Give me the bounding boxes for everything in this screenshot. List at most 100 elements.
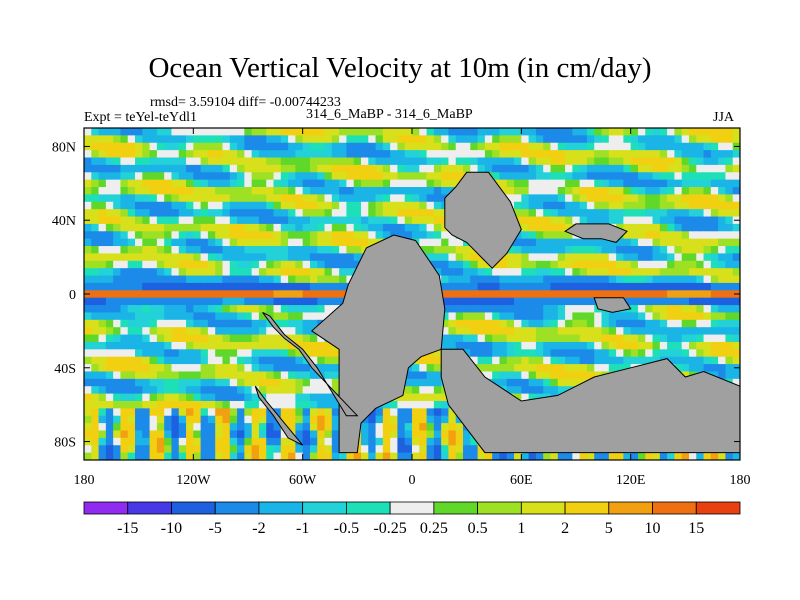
field-cell bbox=[237, 378, 245, 387]
field-cell bbox=[91, 415, 100, 424]
field-cell bbox=[703, 223, 712, 232]
field-cell bbox=[506, 290, 515, 299]
field-cell bbox=[324, 393, 333, 402]
field-cell bbox=[156, 423, 165, 432]
field-cell bbox=[725, 253, 734, 262]
field-cell bbox=[586, 268, 595, 277]
colorbar-swatch bbox=[345, 501, 391, 515]
field-cell bbox=[222, 172, 231, 181]
field-cell bbox=[222, 319, 231, 328]
field-cell bbox=[273, 305, 282, 314]
field-cell bbox=[120, 312, 129, 321]
field-cell bbox=[339, 246, 347, 255]
field-cell bbox=[258, 386, 267, 395]
field-cell bbox=[412, 194, 420, 203]
field-cell bbox=[419, 452, 428, 460]
field-cell bbox=[492, 327, 501, 336]
field-cell bbox=[703, 275, 712, 284]
field-cell bbox=[273, 378, 282, 387]
field-cell bbox=[135, 179, 143, 188]
field-cell bbox=[703, 253, 712, 262]
field-cell bbox=[346, 194, 355, 203]
field-cell bbox=[295, 312, 304, 321]
field-cell bbox=[382, 216, 391, 225]
field-cell bbox=[186, 275, 194, 284]
field-cell bbox=[455, 157, 464, 166]
field-cell bbox=[448, 150, 457, 159]
field-cell bbox=[295, 150, 304, 159]
field-cell bbox=[266, 400, 275, 409]
field-cell bbox=[565, 268, 573, 277]
field-cell bbox=[346, 238, 355, 247]
field-cell bbox=[339, 231, 347, 240]
field-cell bbox=[186, 386, 194, 395]
field-cell bbox=[637, 231, 646, 240]
field-cell bbox=[251, 253, 260, 262]
field-cell bbox=[164, 223, 173, 232]
field-cell bbox=[142, 128, 151, 136]
field-cell bbox=[164, 275, 173, 284]
field-cell bbox=[616, 327, 624, 336]
field-cell bbox=[295, 356, 304, 365]
field-cell bbox=[302, 164, 311, 173]
field-cell bbox=[229, 253, 238, 262]
field-cell bbox=[113, 371, 122, 380]
field-cell bbox=[616, 312, 624, 321]
field-cell bbox=[521, 349, 530, 358]
field-cell bbox=[725, 356, 734, 365]
field-cell bbox=[608, 128, 617, 136]
field-cell bbox=[572, 164, 581, 173]
field-cell bbox=[91, 275, 100, 284]
field-cell bbox=[302, 290, 311, 299]
field-cell bbox=[193, 209, 202, 218]
field-cell bbox=[652, 341, 661, 350]
field-cell bbox=[521, 194, 530, 203]
field-cell bbox=[623, 216, 632, 225]
field-cell bbox=[251, 290, 260, 299]
field-cell bbox=[499, 312, 508, 321]
field-cell bbox=[295, 216, 304, 225]
field-cell bbox=[681, 253, 690, 262]
field-cell bbox=[164, 238, 173, 247]
field-cell bbox=[586, 282, 595, 291]
field-cell bbox=[514, 393, 522, 402]
field-cell bbox=[339, 452, 347, 460]
field-cell bbox=[222, 334, 231, 343]
field-cell bbox=[659, 179, 668, 188]
field-cell bbox=[280, 393, 289, 402]
field-cell bbox=[120, 282, 129, 291]
field-cell bbox=[127, 327, 136, 336]
field-cell bbox=[127, 319, 136, 328]
field-cell bbox=[681, 179, 690, 188]
field-cell bbox=[280, 297, 289, 306]
field-cell bbox=[412, 408, 420, 417]
field-cell bbox=[565, 364, 573, 373]
field-cell bbox=[572, 378, 581, 387]
field-cell bbox=[441, 246, 450, 255]
field-cell bbox=[514, 356, 522, 365]
field-cell bbox=[463, 445, 471, 454]
field-cell bbox=[528, 364, 537, 373]
field-cell bbox=[273, 297, 282, 306]
field-cell bbox=[419, 246, 428, 255]
field-cell bbox=[550, 290, 559, 299]
field-cell bbox=[215, 201, 224, 210]
field-cell bbox=[273, 275, 282, 284]
field-cell bbox=[390, 408, 399, 417]
field-cell bbox=[346, 260, 355, 269]
field-cell bbox=[193, 393, 202, 402]
field-cell bbox=[586, 297, 595, 306]
field-cell bbox=[703, 179, 712, 188]
colorbar-label: -15 bbox=[117, 520, 138, 537]
field-cell bbox=[623, 201, 632, 210]
field-cell bbox=[659, 260, 668, 269]
field-cell bbox=[368, 415, 377, 424]
field-cell bbox=[288, 172, 296, 181]
field-cell bbox=[382, 408, 391, 417]
field-cell bbox=[317, 341, 326, 350]
field-cell bbox=[608, 356, 617, 365]
field-cell bbox=[368, 423, 377, 432]
field-cell bbox=[703, 172, 712, 181]
field-cell bbox=[200, 231, 209, 240]
field-cell bbox=[608, 187, 617, 195]
